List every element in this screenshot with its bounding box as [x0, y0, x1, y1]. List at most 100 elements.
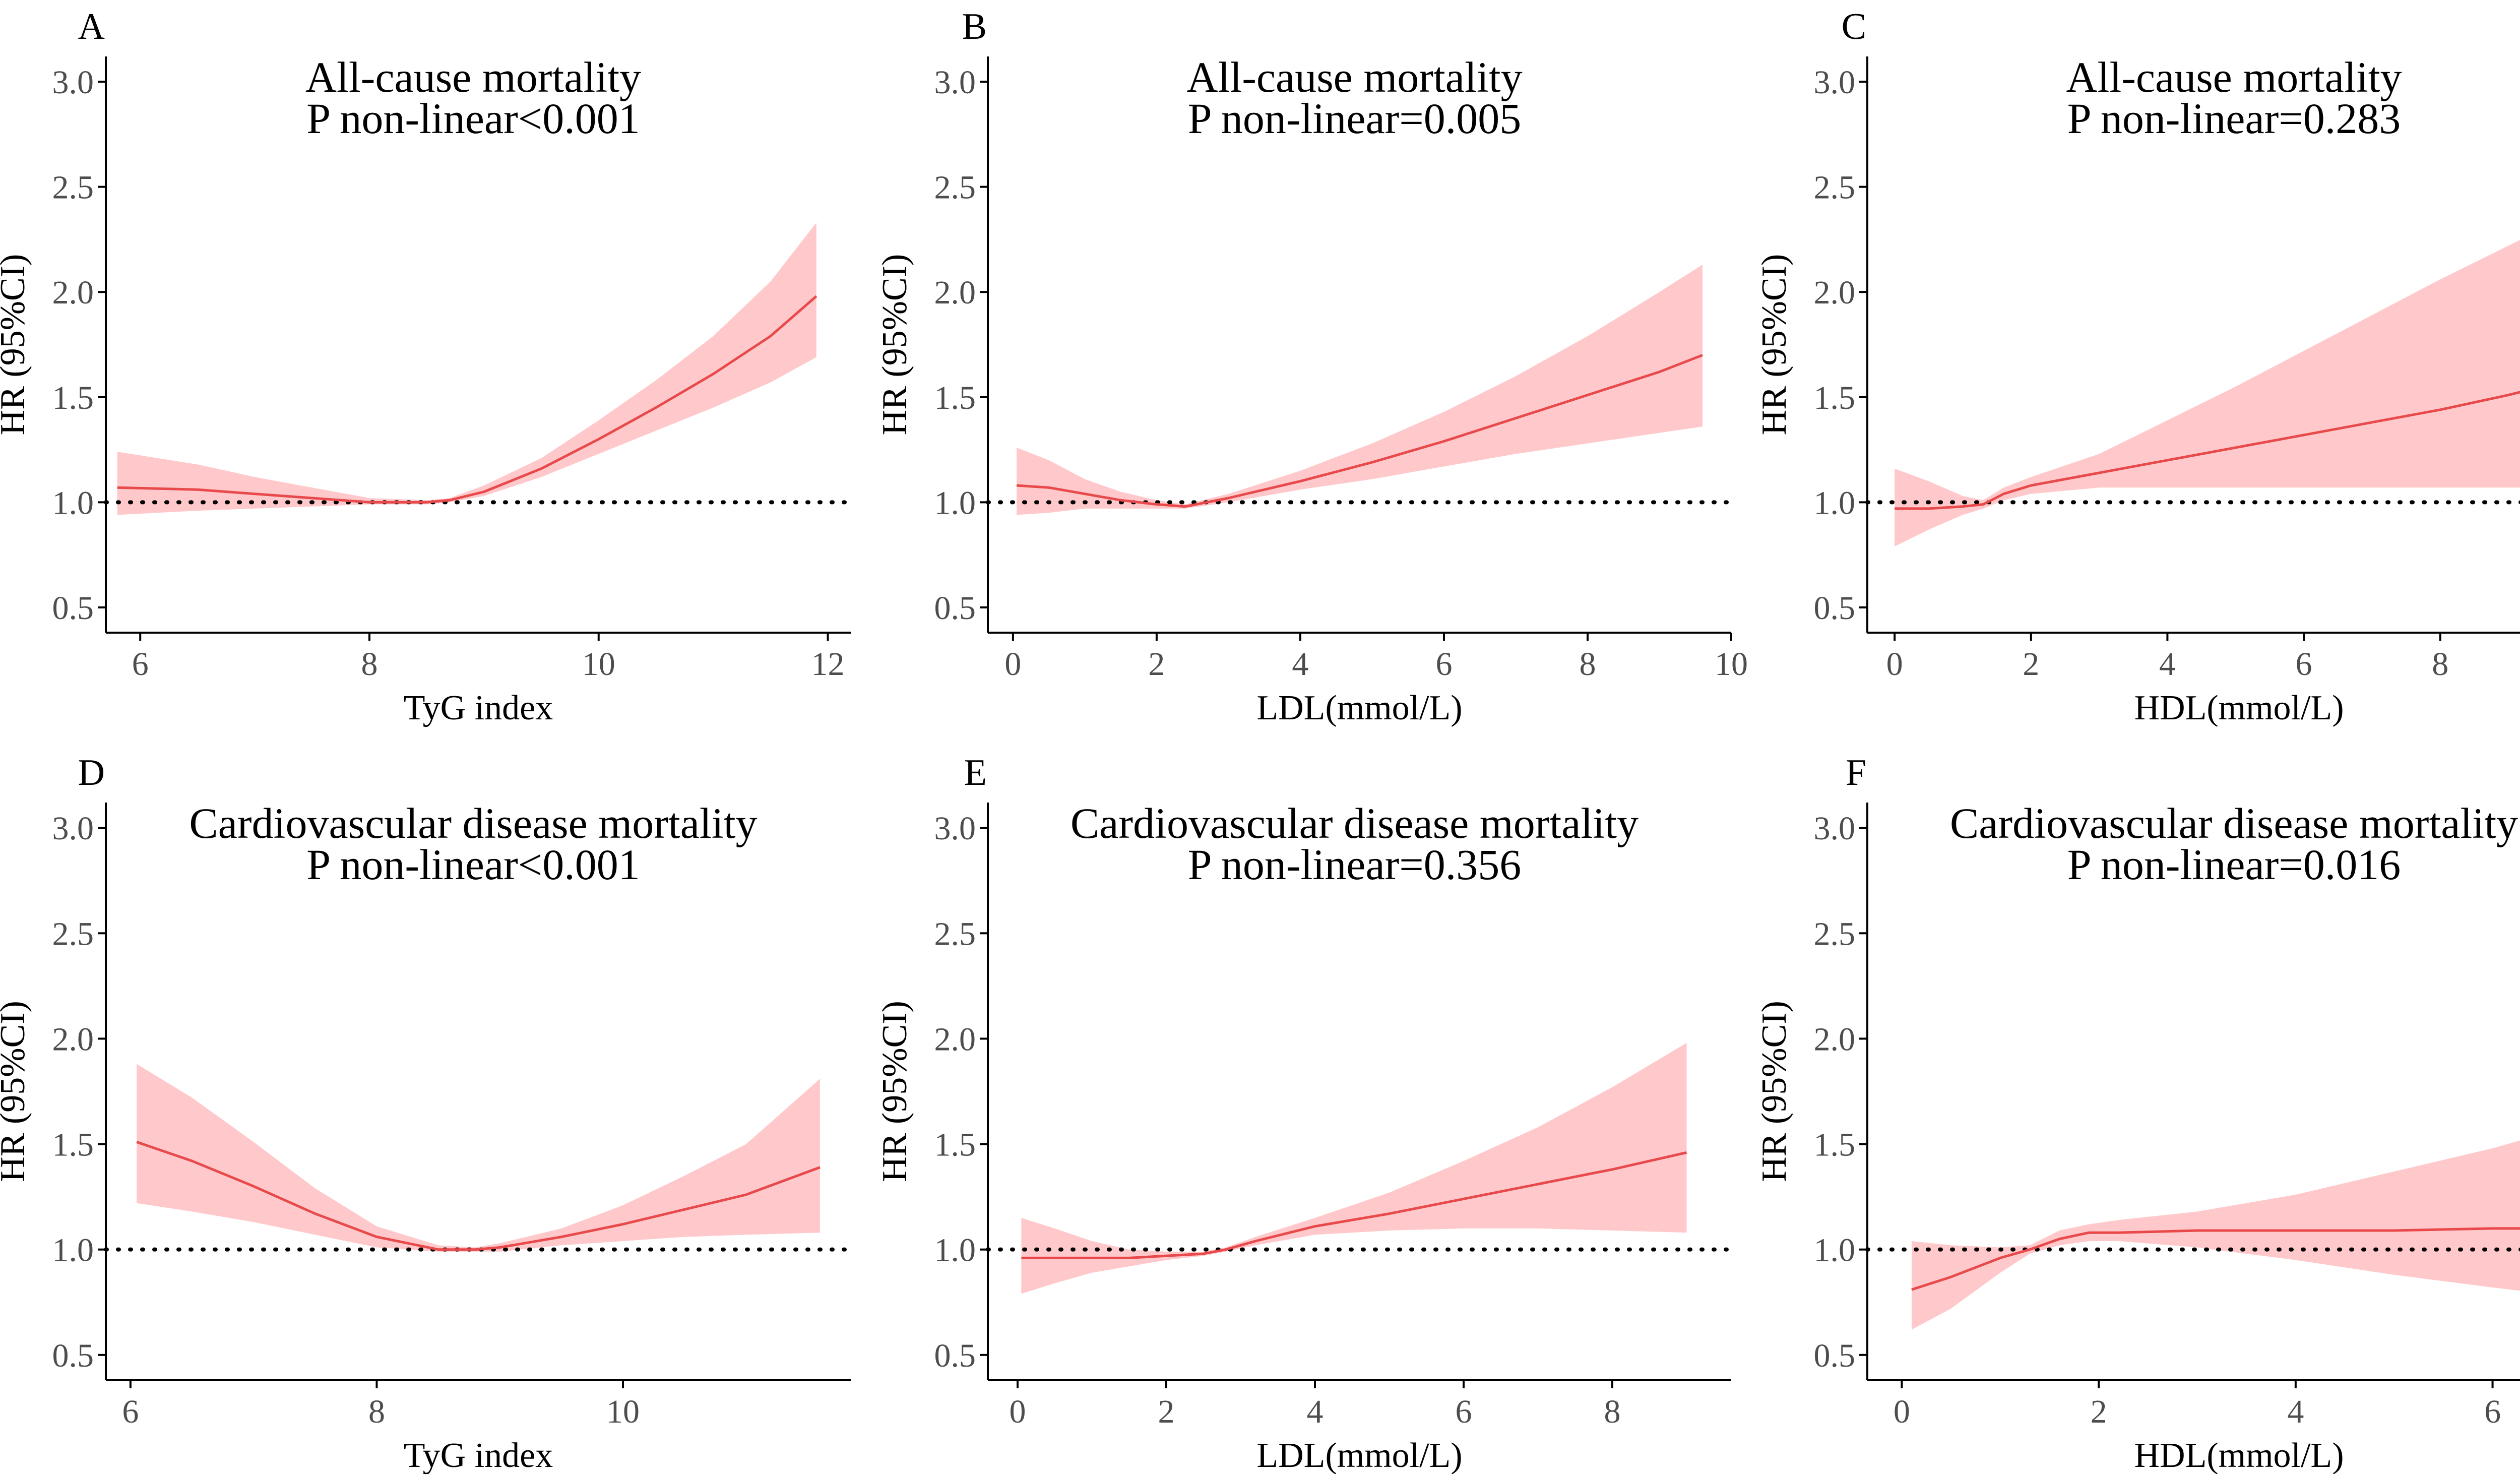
y-tick-label: 2.5 — [52, 169, 94, 206]
panel-e: 0.5 1.0 1.5 2.0 2.5 3.0 0 2 4 6 8 LDL(mmol/L) HR (95… — [875, 752, 1733, 1474]
y-tick-label: 2.5 — [1814, 169, 1856, 206]
panel-f: 0.5 1.0 1.5 2.0 2.5 3.0 0 2 4 6 HDL(mmol/L) HR (95%… — [1755, 752, 2520, 1474]
panel-subtitle: P non-linear=0.016 — [2067, 840, 2401, 889]
y-tick-label: 0.5 — [934, 590, 976, 627]
y-tick-label: 2.0 — [52, 1021, 94, 1058]
y-tick-label: 3.0 — [1814, 810, 1856, 847]
panel-title: All-cause mortality — [1186, 53, 1522, 101]
x-axis-title: LDL(mmol/L) — [1256, 689, 1462, 727]
y-axis-title: HR (95%CI) — [875, 254, 914, 436]
hr-line — [1911, 1227, 2520, 1291]
y-tick-label: 2.0 — [1814, 274, 1856, 311]
x-tick-label: 8 — [361, 646, 377, 683]
hr-line — [136, 1141, 821, 1251]
y-axis-title: HR (95%CI) — [875, 1001, 914, 1182]
y-axis-title: HR (95%CI) — [1755, 254, 1794, 436]
y-axis-title: HR (95%CI) — [0, 1001, 32, 1182]
panel-title: All-cause mortality — [305, 53, 641, 101]
y-tick-label: 1.0 — [52, 484, 94, 521]
y-tick-label: 1.0 — [934, 1232, 976, 1269]
y-tick-label: 2.5 — [1814, 915, 1856, 952]
y-tick-label: 1.0 — [1814, 1232, 1856, 1269]
y-tick-label: 3.0 — [934, 64, 976, 101]
hr-line — [1021, 1151, 1687, 1259]
panel-subtitle: P non-linear<0.001 — [306, 94, 640, 143]
y-tick-label: 2.0 — [52, 274, 94, 311]
hr-line — [1895, 391, 2520, 510]
panel-title: Cardiovascular disease mortality — [1070, 799, 1639, 847]
y-tick-label: 0.5 — [52, 1337, 94, 1374]
panel-title: Cardiovascular disease mortality — [1950, 799, 2518, 847]
x-axis-title: TyG index — [404, 1436, 553, 1474]
x-tick-label: 8 — [2432, 646, 2448, 683]
x-tick-label: 6 — [1456, 1393, 1472, 1430]
x-tick-label: 6 — [2484, 1393, 2501, 1430]
panel-letter: E — [964, 752, 987, 793]
x-tick-label: 6 — [2296, 646, 2312, 683]
confidence-band — [117, 222, 816, 515]
panel-b: 0.5 1.0 1.5 2.0 2.5 3.0 0 2 4 6 8 10 LDL(mmol/L) HR (… — [875, 6, 1748, 727]
x-tick-label: 2 — [1148, 646, 1165, 683]
y-tick-label: 1.5 — [1814, 1127, 1856, 1163]
panel-subtitle: P non-linear=0.283 — [2067, 94, 2401, 143]
hr-line — [1016, 354, 1703, 508]
x-tick-label: 6 — [132, 646, 149, 683]
panel-subtitle: P non-linear<0.001 — [306, 840, 640, 889]
x-axis-title: LDL(mmol/L) — [1256, 1436, 1462, 1474]
y-tick-label: 1.5 — [1814, 380, 1856, 416]
x-axis-title: HDL(mmol/L) — [2134, 1436, 2344, 1474]
confidence-band — [1021, 1042, 1687, 1294]
y-tick-label: 2.5 — [934, 169, 976, 206]
y-tick-label: 1.0 — [1814, 484, 1856, 521]
y-tick-label: 3.0 — [1814, 64, 1856, 101]
y-tick-label: 2.0 — [1814, 1021, 1856, 1058]
x-tick-label: 2 — [2091, 1393, 2107, 1430]
y-tick-label: 1.0 — [934, 484, 976, 521]
y-tick-label: 2.0 — [934, 274, 976, 311]
panel-letter: C — [1842, 6, 1866, 47]
panel-d: 0.5 1.0 1.5 2.0 2.5 3.0 6 8 10 TyG index HR (95%CI… — [0, 752, 853, 1474]
panel-letter: D — [78, 752, 105, 793]
x-tick-label: 8 — [1579, 646, 1596, 683]
y-tick-label: 0.5 — [1814, 1337, 1856, 1374]
panel-letter: B — [962, 6, 987, 47]
confidence-band — [137, 1064, 820, 1252]
x-tick-label: 4 — [1307, 1393, 1324, 1430]
hr-line — [117, 295, 817, 504]
y-tick-label: 2.5 — [52, 915, 94, 952]
y-tick-label: 1.5 — [934, 1127, 976, 1163]
panel-c: 0.51.01.52.02.53.00246810HDL(mmol/L)HR (… — [1755, 6, 2520, 727]
x-axis-title: TyG index — [404, 689, 553, 727]
x-tick-label: 6 — [1435, 646, 1452, 683]
y-tick-label: 3.0 — [934, 810, 976, 847]
x-tick-label: 4 — [1292, 646, 1308, 683]
y-tick-label: 1.5 — [52, 380, 94, 416]
y-tick-label: 1.5 — [934, 380, 976, 416]
x-tick-label: 2 — [1158, 1393, 1175, 1430]
x-tick-label: 8 — [1604, 1393, 1621, 1430]
x-tick-label: 10 — [1715, 646, 1748, 683]
panel-title: Cardiovascular disease mortality — [189, 799, 757, 847]
panel-letter: A — [78, 6, 105, 47]
x-tick-label: 10 — [606, 1393, 640, 1430]
x-tick-label: 10 — [582, 646, 615, 683]
y-tick-label: 1.0 — [52, 1232, 94, 1269]
panel-subtitle: P non-linear=0.356 — [1188, 840, 1522, 889]
x-tick-label: 6 — [122, 1393, 139, 1430]
x-tick-label: 4 — [2159, 646, 2176, 683]
panel-subtitle: P non-linear=0.005 — [1188, 94, 1522, 143]
y-tick-label: 0.5 — [52, 590, 94, 627]
x-tick-label: 4 — [2287, 1393, 2304, 1430]
y-tick-label: 0.5 — [934, 1337, 976, 1374]
x-tick-label: 0 — [1010, 1393, 1026, 1430]
x-tick-label: 2 — [2023, 646, 2039, 683]
y-tick-label: 3.0 — [52, 810, 94, 847]
panel-letter: F — [1846, 752, 1866, 793]
x-tick-label: 12 — [811, 646, 845, 683]
y-tick-label: 2.0 — [934, 1021, 976, 1058]
y-axis-title: HR (95%CI) — [0, 254, 32, 436]
x-axis-title: HDL(mmol/L) — [2134, 689, 2344, 727]
confidence-band — [1911, 1140, 2520, 1330]
y-tick-label: 3.0 — [52, 64, 94, 101]
